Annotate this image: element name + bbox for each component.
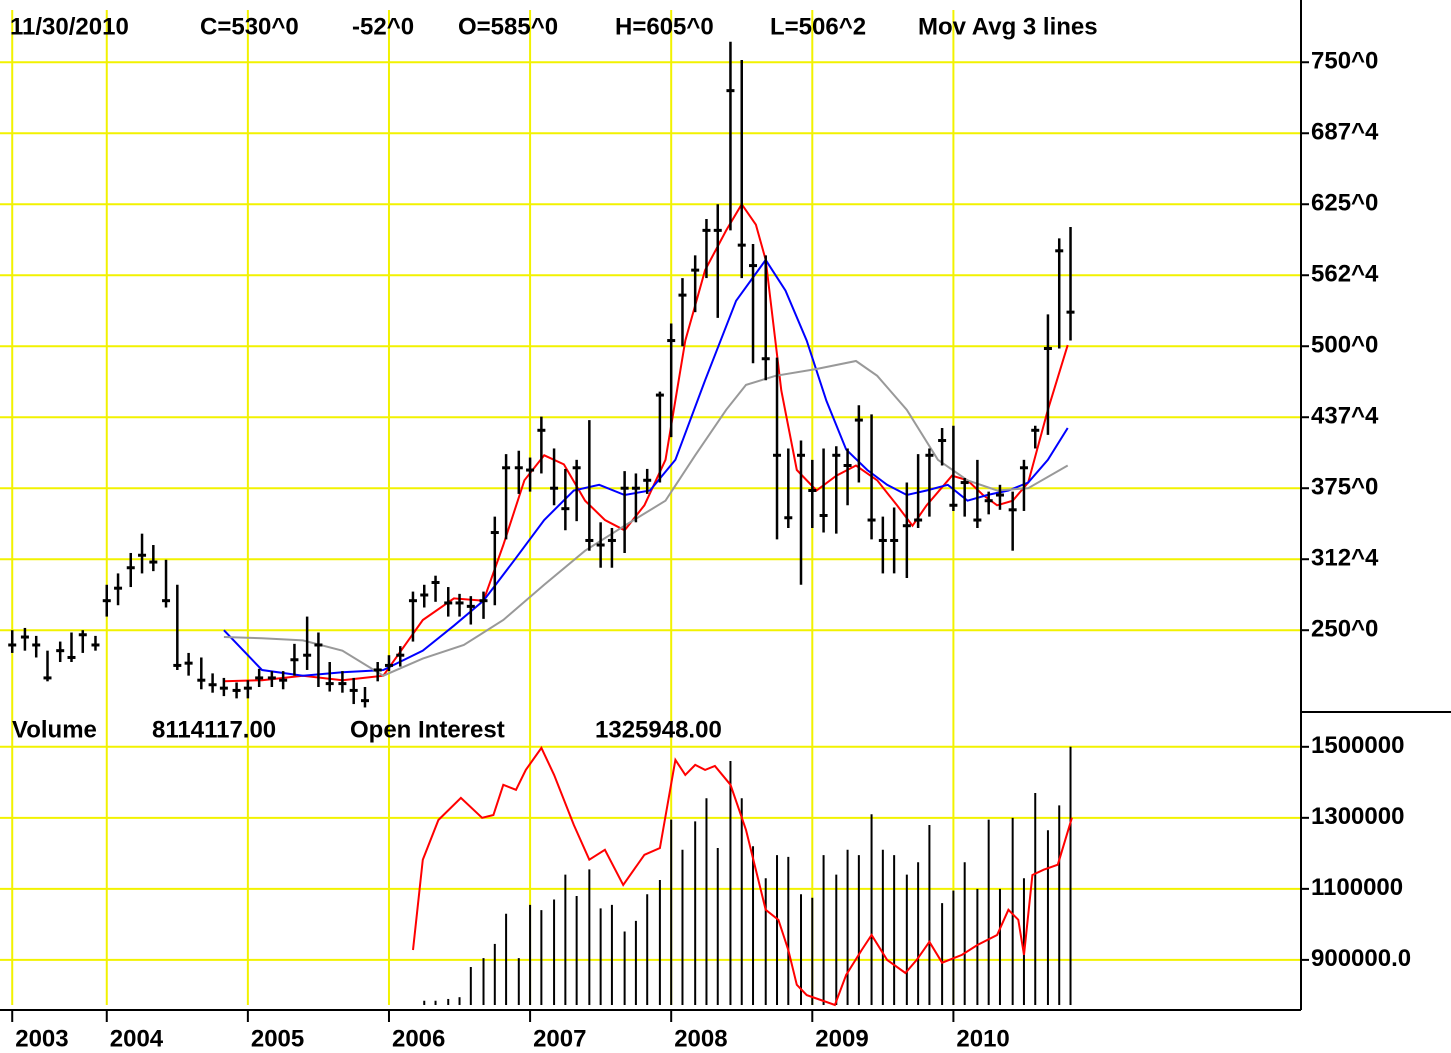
- oi-label: Open Interest: [350, 716, 505, 743]
- y-tick-label: 750^0: [1311, 48, 1378, 75]
- x-tick-label: 2006: [392, 1025, 445, 1052]
- x-tick-label: 2004: [110, 1025, 164, 1052]
- y-tick-label: 437^4: [1311, 403, 1379, 430]
- header-high: H=605^0: [615, 13, 714, 40]
- moving-average: [223, 202, 1069, 683]
- volume-value: 8114117.00: [152, 716, 276, 743]
- y-tick-label: 687^4: [1311, 119, 1379, 146]
- header-close: C=530^0: [200, 13, 299, 40]
- volume-label: Volume: [12, 716, 97, 743]
- moving-average: [223, 359, 1069, 677]
- x-tick-label: 2008: [674, 1025, 727, 1052]
- y-tick-label: 1300000: [1311, 803, 1404, 830]
- y-tick-label: 312^4: [1311, 545, 1379, 572]
- header-open: O=585^0: [458, 13, 558, 40]
- x-tick-label: 2009: [815, 1025, 868, 1052]
- oi-value: 1325948.00: [595, 716, 722, 743]
- y-tick-label: 1500000: [1311, 732, 1404, 759]
- open-interest-line: [412, 745, 1073, 1007]
- header-date: 11/30/2010: [10, 13, 129, 40]
- header-study: Mov Avg 3 lines: [918, 13, 1098, 40]
- x-tick-label: 2005: [251, 1025, 304, 1052]
- y-tick-label: 900000.0: [1311, 945, 1411, 972]
- header-low: L=506^2: [770, 13, 866, 40]
- y-tick-label: 1100000: [1311, 874, 1403, 901]
- x-tick-label: 2003: [15, 1025, 68, 1052]
- y-tick-label: 625^0: [1311, 190, 1378, 217]
- y-tick-label: 500^0: [1311, 332, 1378, 359]
- x-tick-label: 2010: [956, 1025, 1009, 1052]
- header-change: -52^0: [352, 13, 414, 40]
- x-tick-label: 2007: [533, 1025, 586, 1052]
- grid-layer: [0, 10, 1301, 1005]
- y-tick-label: 375^0: [1311, 474, 1378, 501]
- y-tick-label: 250^0: [1311, 616, 1378, 643]
- moving-average: [223, 258, 1069, 677]
- y-tick-label: 562^4: [1311, 261, 1379, 288]
- marks-layer: [8, 41, 1075, 1007]
